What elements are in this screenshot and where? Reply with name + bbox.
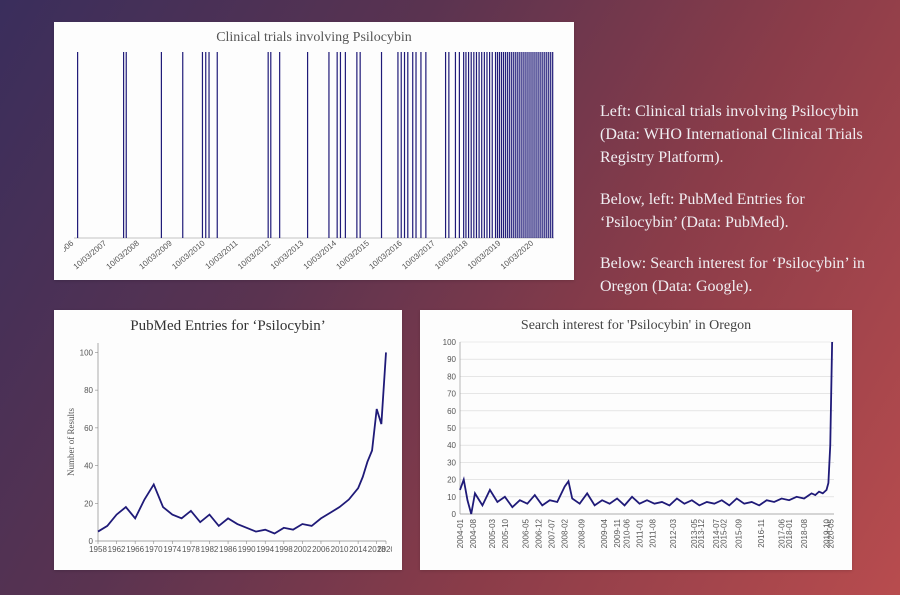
svg-text:2009-04: 2009-04 [600, 518, 609, 548]
svg-text:2015-09: 2015-09 [735, 518, 744, 548]
svg-text:1978: 1978 [182, 545, 200, 554]
svg-text:60: 60 [447, 407, 456, 416]
svg-text:20: 20 [84, 499, 93, 508]
svg-text:2018-01: 2018-01 [785, 518, 794, 548]
svg-text:2015-02: 2015-02 [720, 518, 729, 548]
chart-oregon: 0 10 20 30 40 50 60 70 80 90 100 2004-01 2004-08 2005… [430, 338, 842, 564]
caption-oregon: Below: Search interest for ‘Psilocybin’ … [600, 252, 872, 298]
chart-title-trials: Clinical trials involving Psilocybin [64, 30, 564, 46]
svg-text:1962: 1962 [108, 545, 126, 554]
svg-text:90: 90 [447, 355, 456, 364]
svg-text:1970: 1970 [145, 545, 163, 554]
caption-pubmed: Below, left: PubMed Entries for ‘Psilocy… [600, 188, 872, 234]
svg-text:40: 40 [447, 441, 456, 450]
svg-text:10/03/2007: 10/03/2007 [72, 238, 109, 271]
svg-text:Number of Results: Number of Results [66, 408, 76, 476]
svg-text:2011-08: 2011-08 [649, 518, 658, 547]
svg-text:2006: 2006 [312, 545, 330, 554]
svg-text:10: 10 [447, 493, 456, 502]
svg-text:1990: 1990 [238, 545, 256, 554]
svg-text:50: 50 [447, 424, 456, 433]
svg-text:60: 60 [84, 424, 93, 433]
svg-text:10/03/2015: 10/03/2015 [335, 238, 372, 271]
svg-text:10/03/2008: 10/03/2008 [105, 238, 142, 271]
svg-text:10/03/2010: 10/03/2010 [170, 238, 207, 271]
svg-text:10/03/2014: 10/03/2014 [302, 238, 339, 271]
svg-text:2018-08: 2018-08 [800, 518, 809, 548]
chart-trials: 10/03/200610/03/200710/03/200810/03/2009… [64, 50, 564, 280]
svg-text:2009-11: 2009-11 [613, 518, 622, 547]
svg-text:2005-10: 2005-10 [501, 518, 510, 548]
chart-title-oregon: Search interest for 'Psilocybin' in Oreg… [430, 318, 842, 334]
svg-text:1958: 1958 [89, 545, 107, 554]
svg-text:1974: 1974 [163, 545, 181, 554]
panel-pubmed: PubMed Entries for ‘Psilocybin’ 02040608… [54, 310, 402, 570]
panel-oregon: Search interest for 'Psilocybin' in Oreg… [420, 310, 852, 570]
svg-text:10/03/2019: 10/03/2019 [466, 238, 503, 271]
svg-text:2007-07: 2007-07 [548, 518, 557, 548]
svg-text:10/03/2013: 10/03/2013 [269, 238, 306, 271]
caption-block: Left: Clinical trials involving Psilocyb… [600, 100, 872, 316]
svg-text:2002: 2002 [293, 545, 311, 554]
svg-text:2016-11: 2016-11 [757, 518, 766, 547]
svg-text:10/03/2017: 10/03/2017 [400, 238, 437, 271]
chart-title-pubmed: PubMed Entries for ‘Psilocybin’ [64, 318, 392, 335]
svg-text:1966: 1966 [126, 545, 144, 554]
chart-pubmed: 020406080100Number of Results19581962196… [64, 339, 392, 565]
svg-text:2004-01: 2004-01 [456, 518, 465, 548]
svg-text:10/03/2009: 10/03/2009 [137, 238, 174, 271]
svg-text:100: 100 [80, 348, 94, 357]
svg-text:2005-03: 2005-03 [488, 518, 497, 548]
svg-text:10/03/2016: 10/03/2016 [367, 238, 404, 271]
svg-text:2020: 2020 [377, 545, 392, 554]
svg-text:30: 30 [447, 458, 456, 467]
svg-text:2011-01: 2011-01 [636, 518, 645, 547]
svg-text:1986: 1986 [219, 545, 237, 554]
svg-text:2010: 2010 [331, 545, 349, 554]
svg-text:2008-02: 2008-02 [561, 518, 570, 548]
panel-clinical-trials: Clinical trials involving Psilocybin 10/… [54, 22, 574, 280]
svg-text:100: 100 [443, 338, 457, 347]
svg-text:2004-08: 2004-08 [469, 518, 478, 548]
svg-text:2020-05: 2020-05 [826, 518, 835, 548]
svg-text:1998: 1998 [275, 545, 293, 554]
svg-text:2013-12: 2013-12 [697, 518, 706, 548]
svg-text:2006-12: 2006-12 [535, 518, 544, 548]
svg-text:0: 0 [452, 510, 457, 519]
svg-text:40: 40 [84, 462, 93, 471]
svg-text:80: 80 [84, 386, 93, 395]
svg-text:2010-06: 2010-06 [622, 518, 631, 548]
svg-text:70: 70 [447, 390, 456, 399]
svg-text:1982: 1982 [201, 545, 219, 554]
svg-text:2008-09: 2008-09 [578, 518, 587, 548]
svg-text:2006-05: 2006-05 [521, 518, 530, 548]
svg-text:10/03/2018: 10/03/2018 [433, 238, 470, 271]
svg-text:10/03/2012: 10/03/2012 [236, 238, 273, 271]
svg-text:10/03/2020: 10/03/2020 [499, 238, 536, 271]
svg-text:2012-03: 2012-03 [669, 518, 678, 548]
svg-text:1994: 1994 [256, 545, 274, 554]
caption-trials: Left: Clinical trials involving Psilocyb… [600, 100, 872, 170]
svg-text:20: 20 [447, 476, 456, 485]
svg-text:80: 80 [447, 372, 456, 381]
svg-text:10/03/2011: 10/03/2011 [204, 238, 240, 271]
svg-text:2014: 2014 [349, 545, 367, 554]
